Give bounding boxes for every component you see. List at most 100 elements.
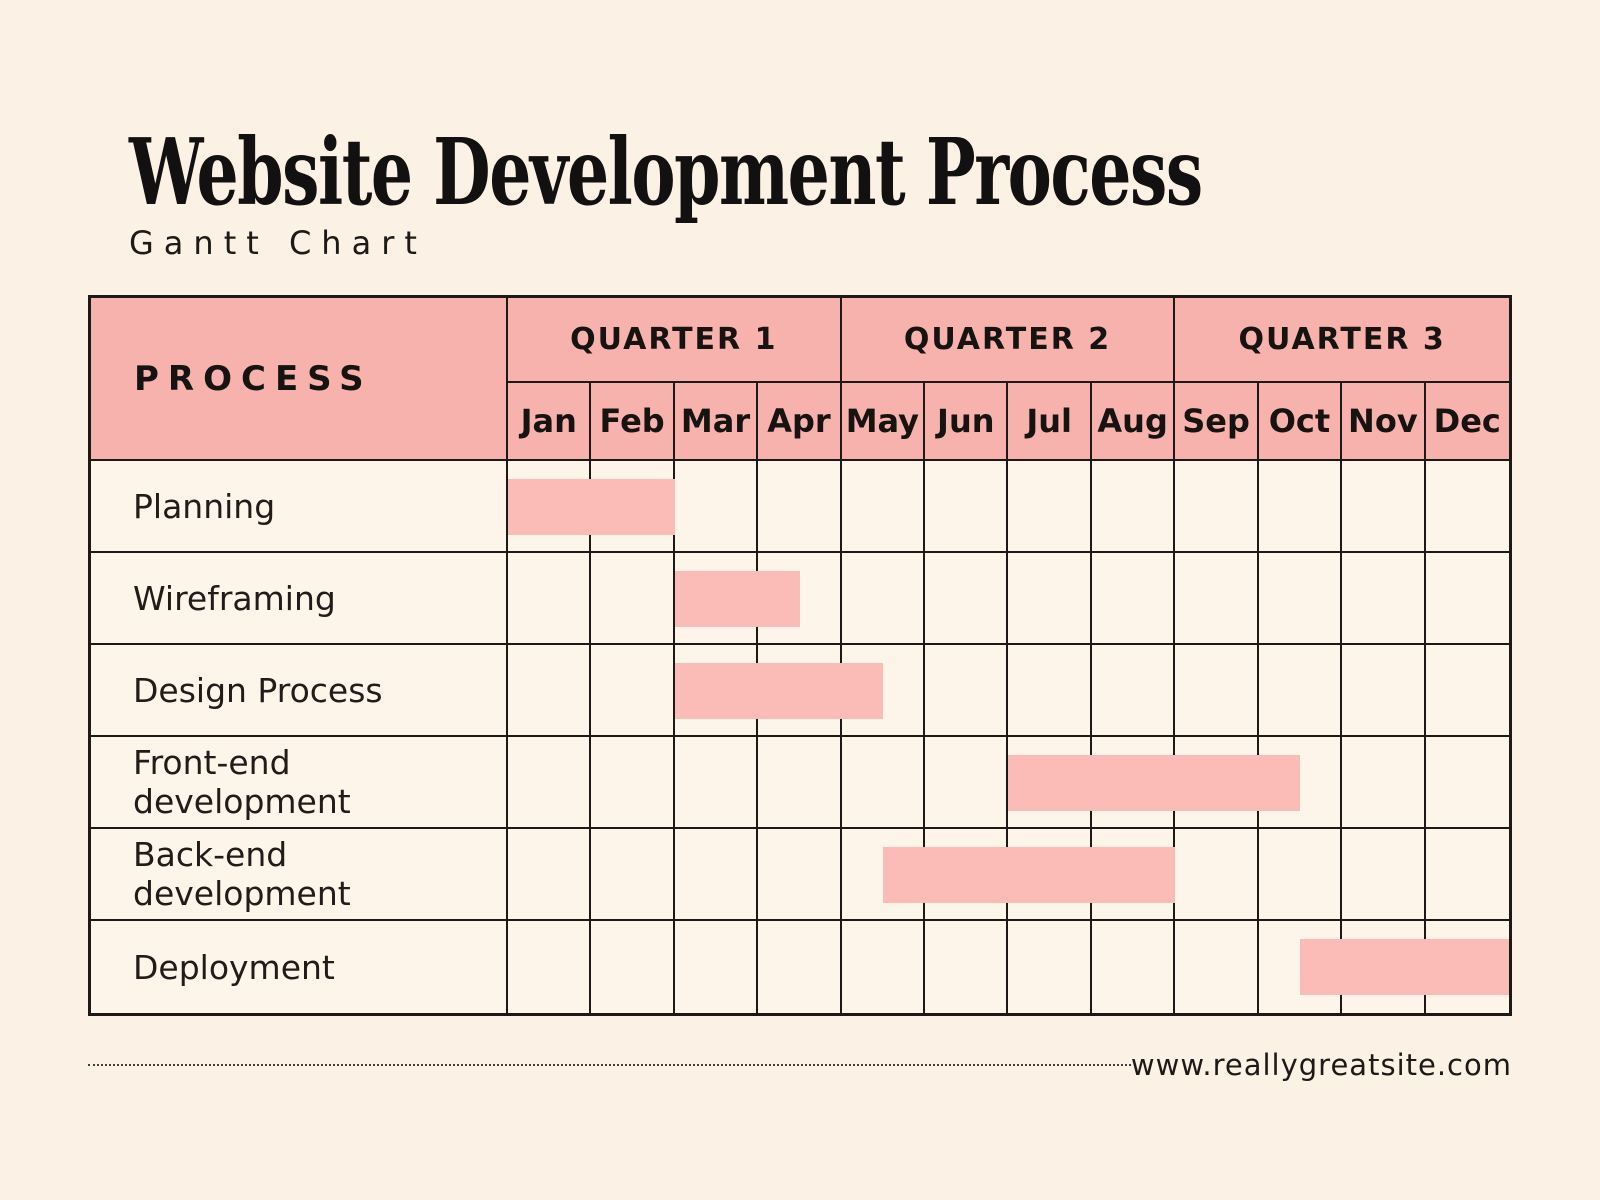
grid-cell bbox=[674, 553, 759, 645]
grid-cell bbox=[1091, 737, 1176, 829]
grid-cell bbox=[1091, 461, 1176, 553]
task-label-deployment: Deployment bbox=[91, 921, 508, 1013]
task-label-back-end-development: Back-end development bbox=[91, 829, 508, 921]
quarter-3-header: QUARTER 3 bbox=[1175, 298, 1509, 383]
grid-cell bbox=[1008, 829, 1092, 921]
task-label-front-end-development: Front-end development bbox=[91, 737, 508, 829]
grid-cell bbox=[1092, 921, 1176, 1013]
task-label-wireframing: Wireframing bbox=[91, 553, 508, 645]
grid-cell bbox=[1175, 553, 1259, 645]
grid-cell bbox=[508, 737, 592, 829]
grid-cell bbox=[1426, 921, 1509, 1013]
grid-cell bbox=[841, 553, 926, 645]
grid-cell bbox=[1258, 737, 1343, 829]
grid-cell bbox=[1008, 553, 1092, 645]
website-url: www.reallygreatsite.com bbox=[1130, 1048, 1512, 1082]
month-header-feb: Feb bbox=[591, 383, 675, 461]
grid-cell bbox=[1175, 829, 1259, 921]
grid-cell bbox=[925, 461, 1009, 553]
grid-cell bbox=[1425, 645, 1509, 737]
month-header-aug: Aug bbox=[1091, 383, 1176, 461]
grid-cell bbox=[925, 921, 1009, 1013]
footer: www.reallygreatsite.com bbox=[88, 1044, 1512, 1086]
grid-cell bbox=[1258, 645, 1343, 737]
grid-cell bbox=[1008, 645, 1092, 737]
grid-cell bbox=[1091, 829, 1176, 921]
grid-cell bbox=[1175, 921, 1259, 1013]
grid-cell bbox=[758, 737, 842, 829]
quarter-1-header: QUARTER 1 bbox=[508, 298, 842, 383]
footer-divider-line bbox=[88, 1064, 1131, 1066]
month-header-nov: Nov bbox=[1342, 383, 1426, 461]
header: Website Development Process Gantt Chart bbox=[129, 126, 1600, 262]
grid-cell bbox=[1175, 461, 1259, 553]
grid-cell bbox=[1342, 921, 1426, 1013]
month-header-apr: Apr bbox=[758, 383, 842, 461]
month-header-jul: Jul bbox=[1008, 383, 1092, 461]
grid-cell bbox=[591, 737, 675, 829]
grid-cell bbox=[841, 737, 926, 829]
grid-cell bbox=[758, 829, 842, 921]
grid-cell bbox=[841, 645, 926, 737]
grid-cell bbox=[1425, 829, 1509, 921]
grid-cell bbox=[925, 645, 1009, 737]
grid-cell bbox=[758, 553, 842, 645]
grid-cell bbox=[1258, 461, 1343, 553]
task-label-design-process: Design Process bbox=[91, 645, 508, 737]
grid-cell bbox=[1175, 737, 1259, 829]
grid-cell bbox=[508, 645, 592, 737]
grid-cell bbox=[925, 553, 1009, 645]
month-header-dec: Dec bbox=[1425, 383, 1509, 461]
grid-cell bbox=[591, 461, 675, 553]
grid-cell bbox=[842, 921, 926, 1013]
month-header-mar: Mar bbox=[674, 383, 759, 461]
grid-cell bbox=[674, 737, 759, 829]
process-column-header: PROCESS bbox=[91, 298, 508, 461]
month-header-sep: Sep bbox=[1175, 383, 1259, 461]
page-title: Website Development Process bbox=[129, 118, 1203, 226]
grid-cell bbox=[675, 921, 759, 1013]
grid-cell bbox=[1342, 829, 1426, 921]
grid-cell bbox=[1258, 829, 1343, 921]
grid-cell bbox=[925, 829, 1009, 921]
grid-cell bbox=[1259, 921, 1343, 1013]
month-header-may: May bbox=[841, 383, 926, 461]
month-header-oct: Oct bbox=[1258, 383, 1343, 461]
grid-cell bbox=[1008, 737, 1092, 829]
gantt-table: PROCESS QUARTER 1 QUARTER 2 QUARTER 3 Ja… bbox=[88, 295, 1512, 1016]
grid-cell bbox=[508, 553, 592, 645]
grid-cell bbox=[591, 553, 675, 645]
grid-cell bbox=[1091, 645, 1176, 737]
task-label-planning: Planning bbox=[91, 461, 508, 553]
month-header-jun: Jun bbox=[925, 383, 1009, 461]
grid-cell bbox=[758, 461, 842, 553]
grid-cell bbox=[1342, 737, 1426, 829]
grid-cell bbox=[674, 645, 759, 737]
grid-cell bbox=[758, 645, 842, 737]
grid-cell bbox=[925, 737, 1009, 829]
grid-cell bbox=[1258, 553, 1343, 645]
grid-cell bbox=[508, 921, 592, 1013]
grid-cell bbox=[758, 921, 842, 1013]
month-header-jan: Jan bbox=[508, 383, 592, 461]
grid-cell bbox=[591, 829, 675, 921]
grid-cell bbox=[508, 461, 592, 553]
grid-cell bbox=[674, 829, 759, 921]
grid-cell bbox=[1425, 553, 1509, 645]
grid-cell bbox=[674, 461, 759, 553]
grid-cell bbox=[1425, 461, 1509, 553]
page-subtitle: Gantt Chart bbox=[129, 224, 427, 262]
quarter-2-header: QUARTER 2 bbox=[841, 298, 1176, 383]
grid-cell bbox=[1342, 553, 1426, 645]
grid-cell bbox=[841, 829, 926, 921]
grid-cell bbox=[1008, 921, 1092, 1013]
grid-cell bbox=[591, 921, 675, 1013]
grid-cell bbox=[841, 461, 926, 553]
grid-cell bbox=[1175, 645, 1259, 737]
grid-cell bbox=[508, 829, 592, 921]
grid-cell bbox=[1008, 461, 1092, 553]
grid-cell bbox=[591, 645, 675, 737]
grid-cell bbox=[1342, 461, 1426, 553]
grid-cell bbox=[1425, 737, 1509, 829]
